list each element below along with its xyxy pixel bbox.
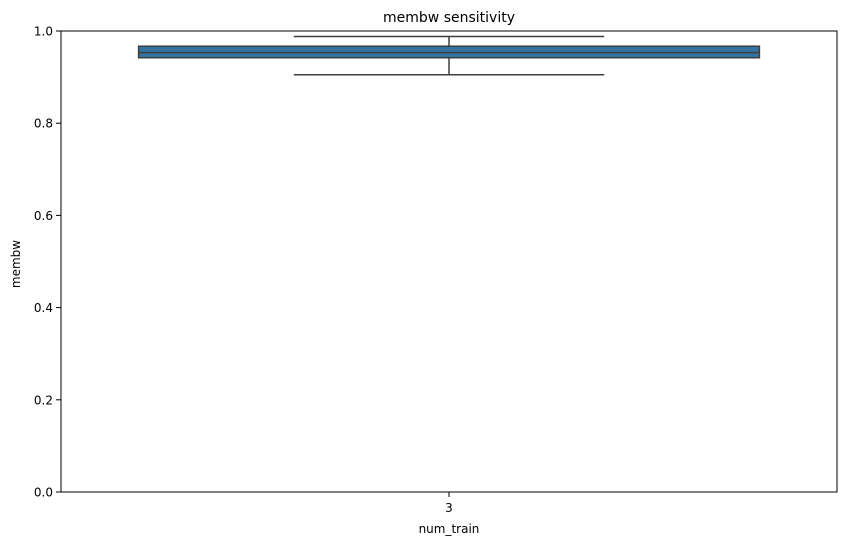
x-axis-label: num_train — [419, 522, 480, 536]
y-tick-label: 0.0 — [34, 486, 53, 500]
y-tick-label: 0.4 — [34, 301, 53, 315]
y-tick-label: 0.2 — [34, 393, 53, 407]
y-tick-label: 0.6 — [34, 209, 53, 223]
chart-title: membw sensitivity — [383, 10, 515, 26]
plot-area: 0.0 0.2 0.4 0.6 0.8 1.0 3 — [34, 25, 838, 515]
y-axis-label: membw — [9, 240, 23, 288]
y-tick-label: 0.8 — [34, 117, 53, 131]
x-tick-label: 3 — [445, 501, 453, 515]
axes-frame — [60, 30, 838, 493]
y-tick-label: 1.0 — [34, 25, 53, 39]
